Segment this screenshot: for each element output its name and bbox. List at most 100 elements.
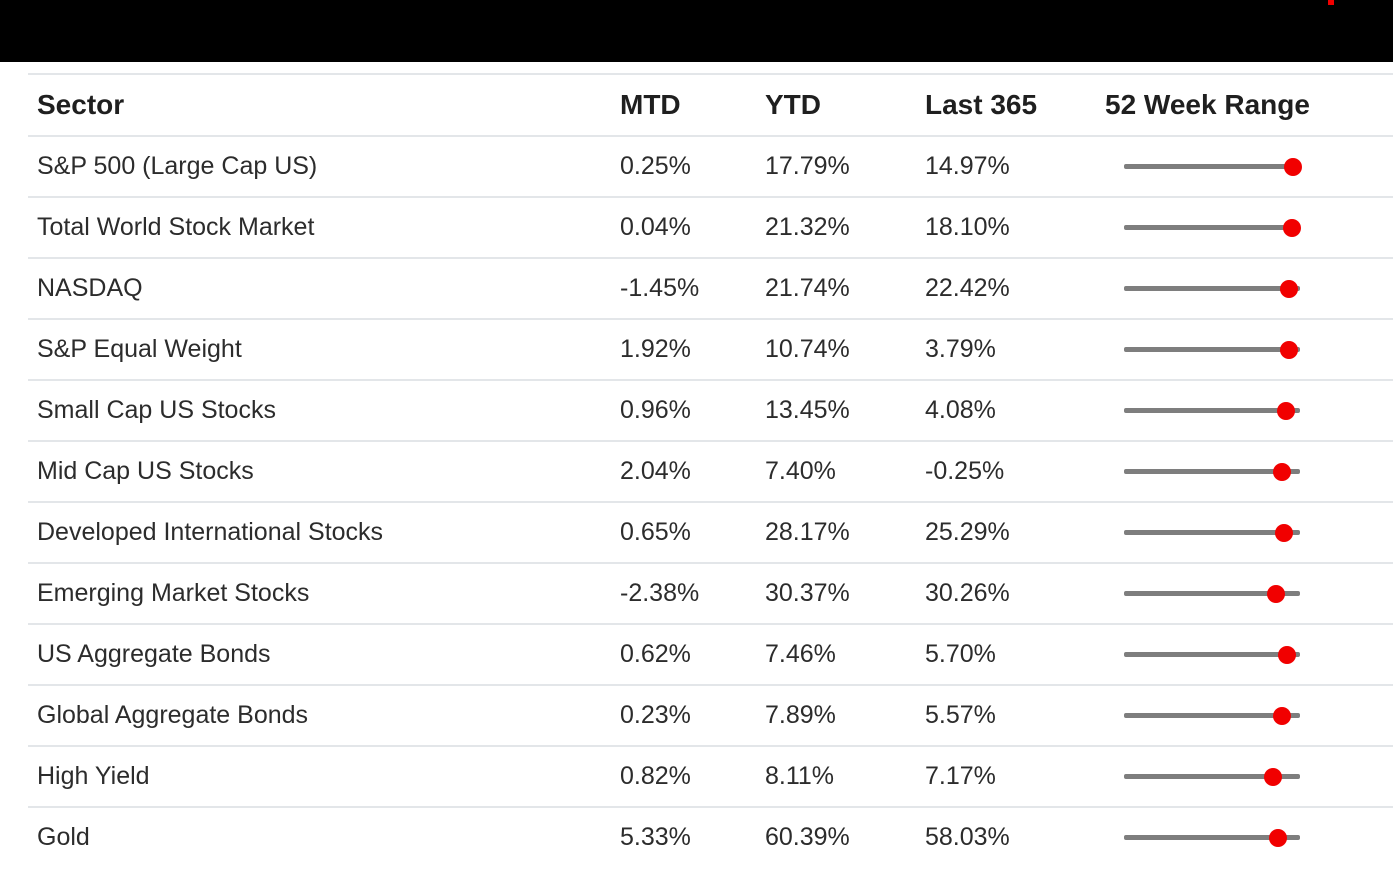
mtd-value: -2.38% <box>620 579 700 607</box>
table-row: Gold 5.33% 60.39% 58.03% <box>28 808 1393 867</box>
range-track <box>1124 279 1300 298</box>
mtd-value: 0.62% <box>620 640 691 668</box>
range-dot-icon <box>1283 157 1302 176</box>
mtd-value: 0.23% <box>620 701 691 729</box>
column-header-52-week-range: 52 Week Range <box>1105 89 1310 120</box>
sector-name: NASDAQ <box>37 274 143 302</box>
range-dot-icon <box>1283 218 1302 237</box>
table-row: NASDAQ -1.45% 21.74% 22.42% <box>28 259 1393 320</box>
sector-name: Gold <box>37 823 90 851</box>
range-dot-icon <box>1269 828 1287 847</box>
range-track <box>1124 828 1300 847</box>
ytd-value: 21.32% <box>765 213 850 241</box>
sector-name: S&P Equal Weight <box>37 335 242 363</box>
ytd-value: 7.46% <box>765 640 836 668</box>
mtd-value: 2.04% <box>620 457 691 485</box>
table-row: Mid Cap US Stocks 2.04% 7.40% -0.25% <box>28 442 1393 503</box>
range-cell <box>1105 157 1393 176</box>
table-row: Global Aggregate Bonds 0.23% 7.89% 5.57% <box>28 686 1393 747</box>
range-track <box>1124 767 1300 786</box>
last365-value: 25.29% <box>925 518 1010 546</box>
mtd-value: 5.33% <box>620 823 691 851</box>
last365-value: 30.26% <box>925 579 1010 607</box>
last365-value: 18.10% <box>925 213 1010 241</box>
mtd-value: 0.65% <box>620 518 691 546</box>
mtd-value: -1.45% <box>620 274 700 302</box>
range-cell <box>1105 767 1393 786</box>
last365-value: -0.25% <box>925 457 1005 485</box>
mtd-value: 0.96% <box>620 396 691 424</box>
range-cell <box>1105 279 1393 298</box>
range-track <box>1124 645 1300 664</box>
sector-name: Small Cap US Stocks <box>37 396 276 424</box>
sector-name: Total World Stock Market <box>37 213 315 241</box>
range-dot-icon <box>1280 279 1299 298</box>
ytd-value: 17.79% <box>765 152 850 180</box>
last365-value: 3.79% <box>925 335 996 363</box>
table-header-row: Sector MTD YTD Last 365 52 Week Range <box>28 73 1393 137</box>
range-cell <box>1105 340 1393 359</box>
ytd-value: 8.11% <box>765 762 835 790</box>
table-row: S&P 500 (Large Cap US) 0.25% 17.79% 14.9… <box>28 137 1393 198</box>
sector-name: Mid Cap US Stocks <box>37 457 254 485</box>
range-track <box>1124 401 1300 420</box>
ytd-value: 28.17% <box>765 518 850 546</box>
table-row: Developed International Stocks 0.65% 28.… <box>28 503 1393 564</box>
table-row: Small Cap US Stocks 0.96% 13.45% 4.08% <box>28 381 1393 442</box>
range-track <box>1124 523 1300 542</box>
range-cell <box>1105 584 1393 603</box>
sector-name: High Yield <box>37 762 150 790</box>
range-cell <box>1105 828 1393 847</box>
last365-value: 58.03% <box>925 823 1010 851</box>
sector-name: Global Aggregate Bonds <box>37 701 309 729</box>
last365-value: 5.57% <box>925 701 996 729</box>
logo-mark-icon <box>1328 0 1334 5</box>
range-track <box>1124 706 1300 725</box>
range-cell <box>1105 218 1393 237</box>
ytd-value: 60.39% <box>765 823 850 851</box>
range-cell <box>1105 401 1393 420</box>
range-dot-icon <box>1273 462 1292 481</box>
table-row: S&P Equal Weight 1.92% 10.74% 3.79% <box>28 320 1393 381</box>
range-dot-icon <box>1275 523 1294 542</box>
range-cell <box>1105 645 1393 664</box>
range-cell <box>1105 523 1393 542</box>
range-track <box>1124 584 1300 603</box>
last365-value: 7.17% <box>925 762 996 790</box>
range-cell <box>1105 706 1393 725</box>
ytd-value: 13.45% <box>765 396 850 424</box>
range-dot-icon <box>1266 584 1285 603</box>
last365-value: 4.08% <box>925 396 996 424</box>
ytd-value: 7.89% <box>765 701 836 729</box>
mtd-value: 0.82% <box>620 762 691 790</box>
range-dot-icon <box>1280 340 1299 359</box>
range-track <box>1124 340 1300 359</box>
top-black-bar <box>0 0 1393 62</box>
last365-value: 22.42% <box>925 274 1010 302</box>
range-dot-icon <box>1263 767 1282 786</box>
table-body: S&P 500 (Large Cap US) 0.25% 17.79% 14.9… <box>28 137 1393 867</box>
range-track <box>1124 218 1302 237</box>
column-header-sector: Sector <box>37 89 125 120</box>
column-header-ytd: YTD <box>765 89 821 120</box>
ytd-value: 10.74% <box>765 335 850 363</box>
table-row: Emerging Market Stocks -2.38% 30.37% 30.… <box>28 564 1393 625</box>
range-dot-icon <box>1277 645 1296 664</box>
range-cell <box>1105 462 1393 481</box>
mtd-value: 0.25% <box>620 152 691 180</box>
table-row: US Aggregate Bonds 0.62% 7.46% 5.70% <box>28 625 1393 686</box>
ytd-value: 30.37% <box>765 579 850 607</box>
last365-value: 14.97% <box>925 152 1010 180</box>
table-row: Total World Stock Market 0.04% 21.32% 18… <box>28 198 1393 259</box>
column-header-mtd: MTD <box>620 89 681 120</box>
sector-name: S&P 500 (Large Cap US) <box>37 152 318 180</box>
sector-name: Developed International Stocks <box>37 518 384 546</box>
sector-performance-table: Sector MTD YTD Last 365 52 Week Range S&… <box>28 73 1393 867</box>
range-track <box>1124 462 1300 481</box>
sector-name: US Aggregate Bonds <box>37 640 271 668</box>
column-header-last365: Last 365 <box>925 89 1038 120</box>
last365-value: 5.70% <box>925 640 996 668</box>
mtd-value: 0.04% <box>620 213 691 241</box>
table-row: High Yield 0.82% 8.11% 7.17% <box>28 747 1393 808</box>
ytd-value: 21.74% <box>765 274 850 302</box>
